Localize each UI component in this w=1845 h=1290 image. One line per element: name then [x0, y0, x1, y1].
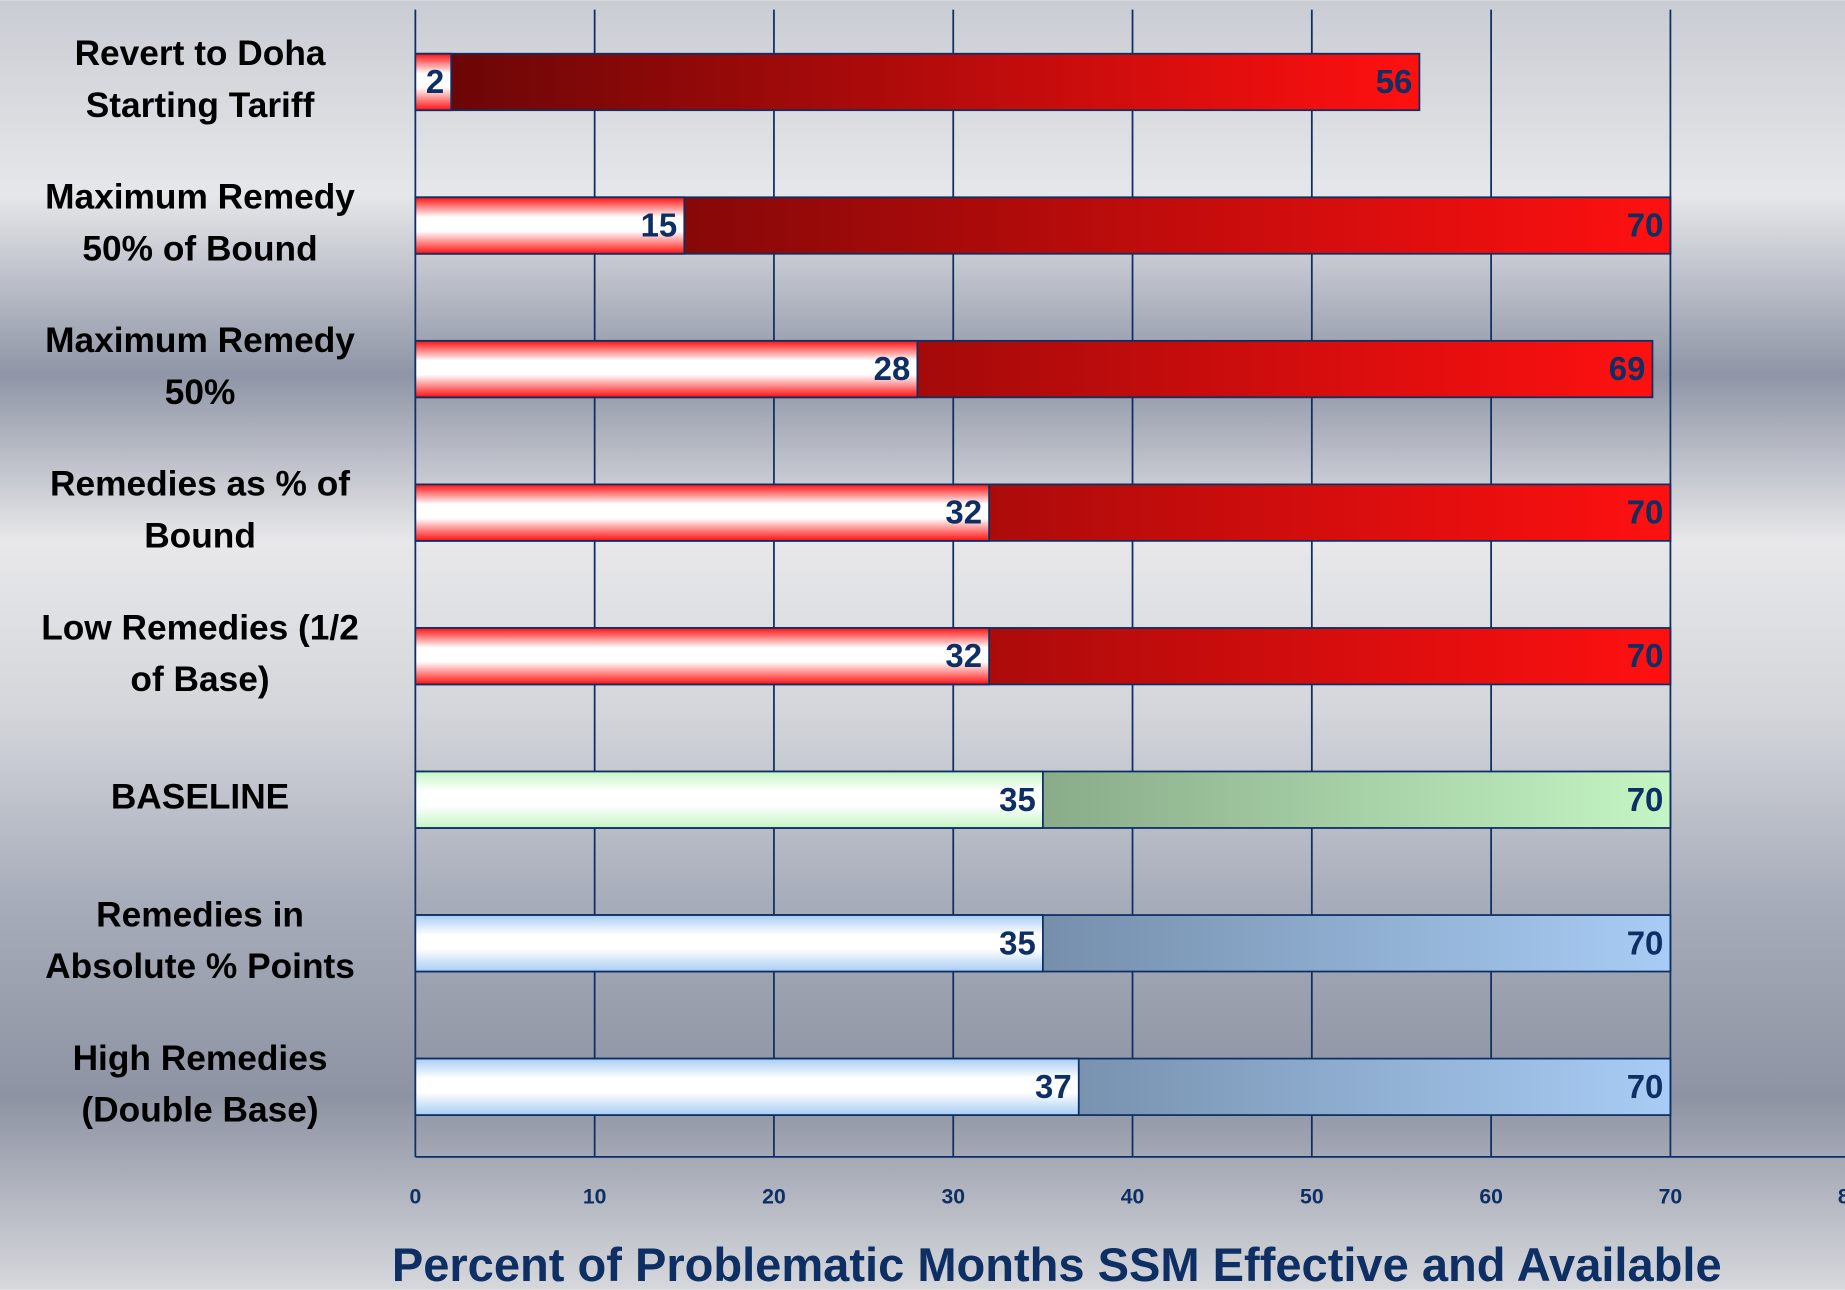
category-label: Maximum Remedy 50% of Bound [45, 178, 355, 269]
bar [414, 196, 686, 255]
value-label: 37 [1035, 1068, 1072, 1105]
x-tick-label: 30 [941, 1186, 965, 1209]
value-label: 70 [1627, 494, 1664, 531]
bar [414, 1057, 1080, 1116]
category-label: Maximum Remedy 50% [45, 322, 355, 413]
category-label: Revert to Doha Starting Tariff [75, 34, 326, 125]
x-tick-label: 0 [409, 1186, 421, 1209]
x-tick-label: 60 [1479, 1186, 1503, 1209]
value-label: 35 [999, 924, 1036, 961]
value-label: 35 [999, 781, 1036, 818]
value-label: 69 [1609, 350, 1646, 387]
value-label: 32 [945, 637, 982, 674]
bar [414, 483, 990, 542]
value-label: 70 [1627, 781, 1664, 818]
x-tick-label: 10 [583, 1186, 607, 1209]
x-tick-label: 50 [1300, 1186, 1324, 1209]
value-label: 70 [1627, 637, 1664, 674]
category-label: Remedies in Absolute % Points [45, 896, 355, 987]
value-label: 70 [1627, 924, 1664, 961]
value-label: 70 [1627, 207, 1664, 244]
x-tick-label: 20 [762, 1186, 786, 1209]
value-label: 2 [426, 63, 444, 100]
value-label: 56 [1376, 63, 1413, 100]
category-label: High Remedies (Double Base) [73, 1039, 328, 1130]
bar [414, 339, 919, 399]
category-label: BASELINE [111, 778, 289, 817]
category-label: Low Remedies (1/2 of Base) [41, 609, 359, 700]
bar [414, 770, 1044, 829]
bar [414, 914, 1044, 973]
x-axis-title: Percent of Problematic Months SSM Effect… [392, 1238, 1722, 1290]
x-tick-label: 80 [1838, 1186, 1845, 1209]
value-label: 15 [641, 207, 678, 244]
bar [414, 52, 453, 112]
category-label: Remedies as % of Bound [50, 465, 350, 556]
value-label: 32 [945, 494, 982, 531]
bar [414, 52, 1421, 112]
value-label: 28 [874, 350, 911, 387]
value-label: 70 [1627, 1068, 1664, 1105]
x-tick-label: 40 [1121, 1186, 1145, 1209]
bar [414, 627, 990, 686]
x-tick-label: 70 [1659, 1186, 1683, 1209]
